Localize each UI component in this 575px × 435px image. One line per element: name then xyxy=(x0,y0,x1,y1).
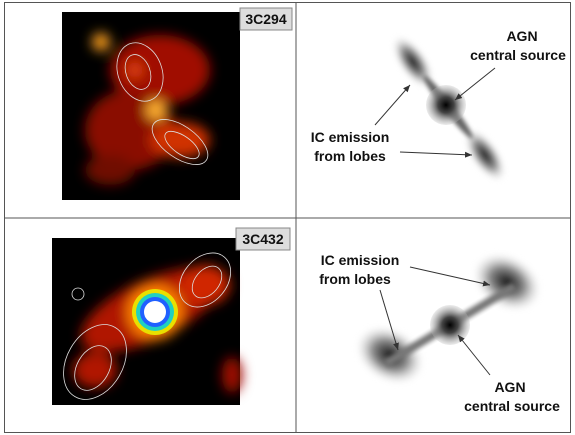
blob xyxy=(73,352,117,388)
core xyxy=(426,85,466,125)
annotation: IC emission xyxy=(311,129,390,145)
source-label: 3C432 xyxy=(242,231,283,247)
core xyxy=(430,305,470,345)
annotation: IC emission xyxy=(321,252,400,268)
blob xyxy=(92,33,110,51)
arrow xyxy=(400,152,472,155)
annotation: AGN xyxy=(494,379,525,395)
blob xyxy=(85,155,135,185)
lobe xyxy=(346,314,434,395)
arrow xyxy=(455,68,495,100)
arrow xyxy=(458,335,490,375)
xray-image xyxy=(62,12,240,200)
annotation: from lobes xyxy=(319,271,391,287)
xray-image xyxy=(51,238,242,411)
annotation: central source xyxy=(470,47,566,63)
arrow xyxy=(375,85,410,125)
blob xyxy=(180,265,230,305)
source-label: 3C294 xyxy=(245,11,286,27)
figure: 3C294 AGN central source IC emission fro… xyxy=(0,0,575,435)
core-center xyxy=(144,301,166,323)
annotation: central source xyxy=(464,398,560,414)
blob xyxy=(146,100,166,120)
blob xyxy=(222,357,242,393)
blob xyxy=(127,62,143,78)
annotation: from lobes xyxy=(314,148,386,164)
annotation: AGN xyxy=(506,28,537,44)
